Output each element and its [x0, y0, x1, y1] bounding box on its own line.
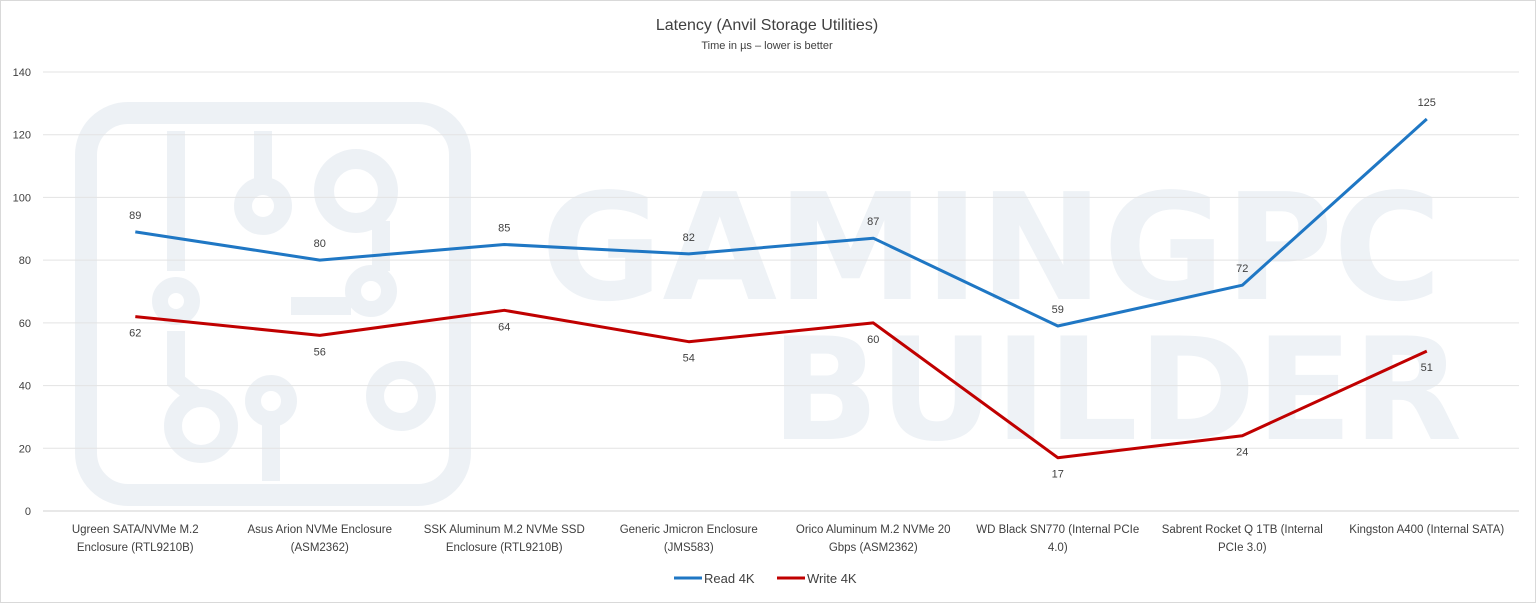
data-label: 125	[1418, 97, 1436, 109]
x-category-label: (ASM2362)	[291, 542, 349, 554]
x-category-label: Generic Jmicron Enclosure	[620, 524, 758, 536]
watermark-circle-5	[245, 375, 297, 427]
x-axis-categories: Ugreen SATA/NVMe M.2 Enclosure (RTL9210B)…	[72, 524, 1504, 554]
legend: Read 4K Write 4K	[674, 571, 857, 586]
y-tick-label: 100	[13, 192, 31, 204]
x-category-label: PCIe 3.0)	[1218, 542, 1267, 554]
grid-layer	[43, 71, 1519, 512]
data-label: 24	[1236, 447, 1248, 459]
y-tick-label: 20	[19, 443, 31, 455]
data-label: 60	[867, 334, 879, 346]
data-label: 82	[683, 232, 695, 244]
watermark-circle-3	[152, 277, 200, 325]
y-tick-label: 80	[19, 255, 31, 267]
data-label: 72	[1236, 263, 1248, 275]
watermark-circle-6	[366, 361, 436, 431]
data-label: 62	[129, 328, 141, 340]
x-category-label: 4.0)	[1048, 542, 1068, 554]
watermark-circle-7	[164, 389, 238, 463]
x-category-label: Ugreen SATA/NVMe M.2	[72, 524, 199, 536]
data-labels: 89 80 85 82 87 59 72 125 62 56 64 54 60 17 24 51	[129, 97, 1436, 481]
data-label: 17	[1052, 469, 1064, 481]
chart-subtitle: Time in µs – lower is better	[701, 40, 833, 52]
chart-title: Latency (Anvil Storage Utilities)	[656, 17, 878, 34]
watermark-logo	[75, 102, 471, 506]
data-label: 51	[1421, 362, 1433, 374]
x-category-label: Enclosure (RTL9210B)	[446, 542, 563, 554]
series-line-write-4k	[135, 308, 1428, 460]
data-label: 59	[1052, 304, 1064, 316]
series-line-read-4k	[135, 117, 1428, 328]
x-category-label: WD Black SN770 (Internal PCIe	[976, 524, 1139, 536]
watermark-circle-2	[314, 149, 398, 233]
watermark-circle-1	[234, 177, 292, 235]
watermark-frame	[75, 102, 471, 506]
x-category-label: Kingston A400 (Internal SATA)	[1349, 524, 1504, 536]
y-axis-ticks: 0 20 40 60 80 100 120 140	[13, 67, 31, 518]
y-tick-label: 60	[19, 318, 31, 330]
data-label: 85	[498, 222, 510, 234]
data-label: 89	[129, 210, 141, 222]
data-label: 87	[867, 216, 879, 228]
legend-label-read: Read 4K	[704, 571, 755, 586]
x-category-label: Enclosure (RTL9210B)	[77, 542, 194, 554]
x-category-label: Gbps (ASM2362)	[829, 542, 918, 554]
watermark-text-line1: GAMINGPC	[541, 162, 1442, 334]
data-label: 80	[314, 238, 326, 250]
y-tick-label: 120	[13, 130, 31, 142]
x-category-label: SSK Aluminum M.2 NVMe SSD	[424, 524, 585, 536]
watermark-traces	[167, 131, 390, 481]
data-label: 64	[498, 321, 510, 333]
x-category-label: Orico Aluminum M.2 NVMe 20	[796, 524, 951, 536]
y-tick-label: 0	[25, 506, 31, 518]
y-tick-label: 40	[19, 381, 31, 393]
series-layer	[135, 117, 1428, 460]
y-tick-label: 140	[13, 67, 31, 79]
data-label: 54	[683, 353, 695, 365]
legend-label-write: Write 4K	[807, 571, 857, 586]
data-label: 56	[314, 346, 326, 358]
watermark-text-line2: BUILDER	[771, 308, 1462, 473]
x-category-label: Asus Arion NVMe Enclosure	[248, 524, 392, 536]
x-category-label: (JMS583)	[664, 542, 714, 554]
watermark-circle-4	[345, 265, 397, 317]
x-category-label: Sabrent Rocket Q 1TB (Internal	[1162, 524, 1323, 536]
